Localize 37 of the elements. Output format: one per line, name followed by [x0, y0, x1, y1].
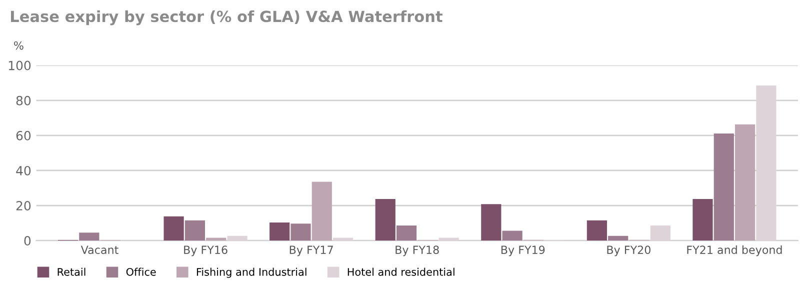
bar: [290, 224, 311, 241]
x-tick-label: FY21 and beyond: [687, 245, 782, 256]
bar: [608, 236, 628, 241]
bar: [734, 124, 756, 241]
y-axis-title: %: [14, 41, 24, 50]
x-tick-label: By FY16: [184, 246, 228, 256]
x-tick-label: By FY20: [607, 246, 650, 256]
bar: [502, 230, 522, 241]
y-tick-label: 20: [16, 200, 31, 210]
bar: [481, 204, 502, 241]
x-tick-label: By FY17: [290, 246, 333, 256]
bar: [164, 216, 184, 241]
bar: [396, 226, 417, 241]
y-tick-label: 60: [16, 130, 31, 140]
y-tick-label: 0: [24, 236, 31, 246]
bar: [375, 199, 396, 241]
x-tick-label: Vacant: [80, 246, 118, 254]
x-tick-label: By FY18: [396, 246, 439, 256]
bar: [756, 85, 776, 241]
y-tick-label: 40: [16, 166, 31, 176]
bar: [184, 220, 205, 241]
legend-label: Retail: [58, 268, 86, 276]
bar: [312, 182, 332, 241]
chart-title: Lease expiry by sector (% of GLA) V&A Waterfront: [11, 10, 442, 26]
bar: [79, 232, 100, 241]
bar: [270, 222, 290, 241]
legend-label: Office: [126, 268, 156, 276]
y-tick-label: 80: [16, 96, 31, 106]
bar: [714, 134, 734, 241]
bar: [586, 220, 607, 241]
y-tick-label: 100: [8, 60, 31, 70]
bar: [692, 199, 713, 241]
bar: [227, 236, 248, 241]
legend-label: Fishing and Industrial: [196, 268, 306, 278]
x-tick-label: By FY19: [501, 246, 545, 256]
legend-label: Hotel and residential: [348, 268, 454, 276]
bar: [650, 226, 670, 241]
